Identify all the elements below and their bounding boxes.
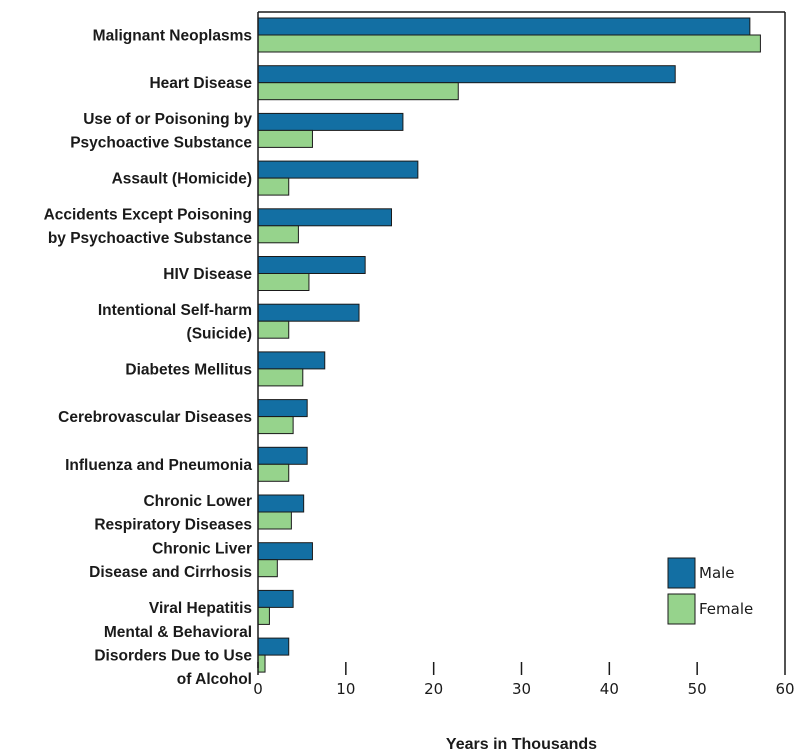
x-tick-label-0: 0 [253, 680, 263, 698]
category-label-6-line-0: Intentional Self-harm [98, 302, 252, 319]
legend-swatch-female [667, 593, 696, 625]
bar-male-13 [257, 637, 290, 656]
x-tick-label-40: 40 [600, 680, 619, 698]
bar-female-13 [257, 654, 266, 673]
category-label-2-line-1: Psychoactive Substance [70, 135, 252, 152]
category-label-11-line-0: Chronic Liver [152, 540, 252, 557]
x-axis-title: Years in Thousands [446, 736, 597, 753]
category-label-10-line-0: Chronic Lower [143, 493, 252, 510]
bar-male-11 [257, 542, 313, 561]
bar-male-2 [257, 112, 404, 131]
x-tick-label-50: 50 [688, 680, 707, 698]
bar-male-12 [257, 589, 294, 608]
category-label-11-line-1: Disease and Cirrhosis [89, 564, 252, 581]
legend-label-male: Male [699, 564, 735, 582]
bar-female-1 [257, 82, 459, 101]
bar-female-11 [257, 559, 278, 578]
category-label-6-line-1: (Suicide) [187, 325, 252, 342]
bar-female-6 [257, 320, 290, 339]
x-axis-ticks: 0 10 20 30 40 50 60 [253, 662, 794, 698]
x-tick-label-30: 30 [512, 680, 531, 698]
category-label-0: Malignant Neoplasms [93, 28, 252, 45]
category-label-7: Diabetes Mellitus [125, 361, 252, 378]
bar-female-4 [257, 225, 299, 244]
category-label-9: Influenza and Pneumonia [65, 457, 252, 474]
bar-male-9 [257, 446, 308, 465]
category-label-5: HIV Disease [163, 266, 252, 283]
legend-swatch-male [667, 557, 696, 589]
bar-female-12 [257, 606, 270, 625]
bar-female-8 [257, 416, 294, 435]
bar-male-10 [257, 494, 305, 513]
bar-female-3 [257, 177, 290, 196]
x-tick-label-20: 20 [424, 680, 443, 698]
category-label-13-line-0: Mental & Behavioral [104, 624, 252, 641]
category-label-4-line-0: Accidents Except Poisoning [44, 207, 252, 224]
bar-male-4 [257, 208, 393, 227]
bar-female-10 [257, 511, 292, 530]
category-label-1: Heart Disease [149, 75, 252, 92]
bar-male-8 [257, 399, 308, 418]
bar-female-5 [257, 273, 310, 291]
bar-female-7 [257, 368, 304, 387]
bar-female-2 [257, 129, 313, 148]
category-label-8: Cerebrovascular Diseases [58, 409, 252, 426]
x-tick-label-10: 10 [336, 680, 355, 698]
category-label-2-line-0: Use of or Poisoning by [83, 111, 252, 128]
x-tick-label-60: 60 [775, 680, 794, 698]
bar-female-9 [257, 463, 290, 482]
category-label-3: Assault (Homicide) [112, 171, 252, 188]
bar-male-1 [257, 65, 676, 84]
category-label-13-line-1: Disorders Due to Use [94, 648, 252, 665]
bar-male-0 [257, 17, 751, 36]
legend: Male Female [667, 557, 753, 625]
category-label-4-line-1: by Psychoactive Substance [48, 230, 253, 247]
category-label-10-line-1: Respiratory Diseases [94, 516, 252, 533]
category-label-12: Viral Hepatitis [149, 600, 252, 617]
bar-male-5 [257, 256, 366, 274]
legend-label-female: Female [699, 600, 753, 618]
category-label-13-line-2: of Alcohol [177, 671, 252, 688]
bar-female-0 [257, 34, 761, 53]
bar-male-7 [257, 351, 326, 370]
bar-male-6 [257, 303, 360, 322]
bar-male-3 [257, 160, 419, 179]
category-labels: Malignant Neoplasms Heart Disease Use of o… [44, 28, 253, 689]
